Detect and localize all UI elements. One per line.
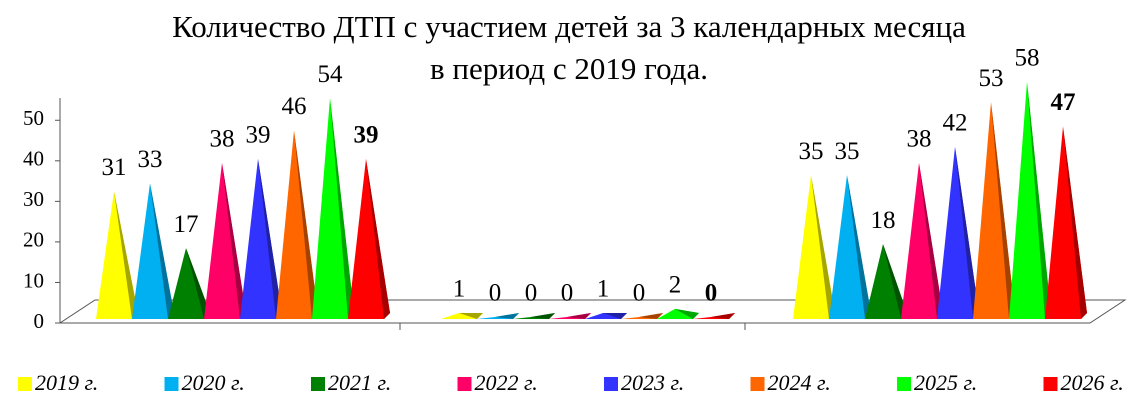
legend-label: 2021 г. (328, 370, 391, 395)
pyramid-side (883, 244, 907, 319)
y-tick-label: 10 (23, 268, 44, 292)
pyramid (829, 175, 871, 319)
legend-label: 2023 г. (621, 370, 684, 395)
legend-swatch (1043, 377, 1058, 391)
pyramid-side (603, 312, 627, 319)
value-label: 39 (246, 122, 271, 149)
y-tick-label: 0 (34, 309, 45, 333)
value-label: 58 (1015, 45, 1040, 72)
value-label: 0 (561, 280, 574, 307)
value-label: 42 (943, 109, 968, 136)
legend-label: 2025 г. (914, 370, 977, 395)
pyramid-side (847, 175, 871, 319)
pyramid (973, 102, 1015, 319)
pyramid (793, 175, 835, 319)
value-label: 0 (705, 280, 718, 307)
pyramid (276, 130, 318, 319)
pyramid-side (955, 146, 979, 319)
legend-label: 2022 г. (475, 370, 538, 395)
pyramid (168, 248, 210, 319)
value-label: 46 (282, 93, 307, 120)
y-tick-label: 20 (23, 228, 44, 252)
pyramid-side (495, 313, 519, 319)
legend-label: 2026 г. (1061, 370, 1124, 395)
pyramid-side (567, 313, 591, 319)
legend-swatch (897, 377, 911, 391)
legend-swatch (604, 377, 618, 391)
pyramid-side (366, 158, 390, 319)
pyramid-side (294, 130, 318, 319)
pyramid-side (258, 158, 282, 319)
pyramid-side (330, 98, 354, 320)
value-label: 35 (835, 138, 860, 165)
y-tick-label: 50 (23, 106, 44, 130)
pyramid-side (1063, 126, 1087, 319)
legend-swatch (457, 377, 472, 391)
value-label: 0 (489, 280, 502, 307)
pyramid-side (531, 313, 555, 319)
pyramid-side (222, 162, 246, 319)
pyramid-side (1027, 81, 1051, 319)
pyramid-side (639, 313, 663, 319)
legend-swatch (18, 377, 32, 391)
pyramid-side (811, 175, 835, 319)
legend-label: 2019 г. (35, 370, 98, 395)
pyramid-side (150, 183, 174, 319)
value-label: 1 (597, 276, 610, 303)
pyramid-side (675, 308, 699, 319)
floor (58, 299, 1127, 324)
pyramid (312, 98, 354, 320)
legend-swatch (311, 377, 325, 391)
value-label: 35 (799, 138, 824, 165)
y-tick-label: 30 (23, 187, 44, 211)
pyramid-side (991, 102, 1015, 319)
value-label: 0 (525, 280, 538, 307)
legend-label: 2024 г. (768, 370, 831, 395)
value-label: 54 (318, 61, 344, 88)
value-label: 33 (138, 146, 163, 173)
value-label: 38 (210, 126, 235, 153)
pyramid-side (919, 162, 943, 319)
pyramid-side (186, 248, 210, 319)
pyramid-side (114, 191, 138, 319)
legend-label: 2020 г. (182, 370, 245, 395)
y-tick-label: 40 (23, 147, 44, 171)
value-label: 17 (174, 211, 199, 238)
value-label: 18 (871, 207, 896, 234)
value-label: 38 (907, 126, 932, 153)
value-label: 47 (1051, 89, 1076, 116)
value-label: 39 (354, 122, 379, 149)
value-label: 31 (102, 154, 127, 181)
value-label: 1 (453, 276, 466, 303)
value-label: 53 (979, 65, 1004, 92)
legend-swatch (164, 377, 179, 391)
pyramid-side (711, 313, 735, 319)
chart-title: Количество ДТП с участием детей за 3 кал… (172, 9, 966, 44)
pyramid-side (459, 312, 483, 319)
value-label: 0 (633, 280, 646, 307)
legend-swatch (750, 377, 765, 391)
chart-title: в период с 2019 года. (430, 51, 708, 86)
value-label: 2 (669, 272, 682, 299)
pyramid (1009, 81, 1051, 319)
